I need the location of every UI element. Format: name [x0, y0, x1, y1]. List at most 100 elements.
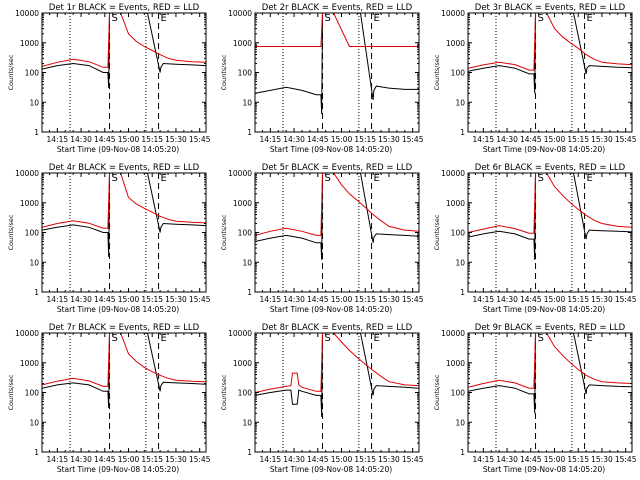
- y-tick-label: 1: [34, 128, 39, 137]
- series-line-lld: [255, 13, 419, 47]
- y-tick-label: 1000: [20, 39, 39, 48]
- series-line-lld: [255, 333, 419, 393]
- plot-frame: [41, 332, 207, 453]
- chart-title: Det 2r BLACK = Events, RED = LLD: [262, 3, 413, 13]
- y-tick-label: 1000: [233, 39, 252, 48]
- x-tick-label: 15:00: [331, 455, 353, 464]
- series-line-lld: [468, 173, 632, 234]
- chart-title: Det 8r BLACK = Events, RED = LLD: [262, 323, 413, 333]
- y-axis-label: Counts/sec: [7, 374, 15, 410]
- series-line-events: [42, 173, 206, 258]
- series-line-lld: [42, 173, 206, 229]
- x-tick-label: 15:30: [591, 135, 613, 144]
- y-axis-label: Counts/sec: [433, 214, 441, 250]
- y-tick-label: 1: [460, 448, 465, 457]
- x-axis-label: Start Time (09-Nov-08 14:05:20): [483, 465, 605, 474]
- y-tick-label: 1: [247, 128, 252, 137]
- y-tick-label: 10: [455, 98, 465, 107]
- x-tick-label: 15:30: [378, 455, 400, 464]
- marker-label-s: S: [325, 13, 331, 24]
- marker-label-e: E: [161, 13, 167, 24]
- y-tick-label: 100: [25, 389, 40, 398]
- chart-title: Det 4r BLACK = Events, RED = LLD: [49, 163, 200, 173]
- marker-label-e: E: [374, 13, 380, 24]
- y-tick-label: 10: [29, 258, 39, 267]
- y-tick-label: 10000: [441, 9, 465, 18]
- marker-label-e: E: [587, 13, 593, 24]
- y-axis-label: Counts/sec: [220, 374, 228, 410]
- y-tick-label: 1: [34, 448, 39, 457]
- x-tick-label: 14:45: [520, 295, 542, 304]
- y-axis-label: Counts/sec: [7, 54, 15, 90]
- x-tick-label: 14:15: [47, 295, 69, 304]
- x-tick-label: 15:15: [354, 295, 376, 304]
- series-line-lld: [42, 333, 206, 387]
- x-axis-label: Start Time (09-Nov-08 14:05:20): [483, 145, 605, 154]
- y-tick-label: 10000: [15, 9, 39, 18]
- series-line-events: [255, 13, 419, 115]
- x-tick-label: 15:15: [567, 295, 589, 304]
- x-tick-label: 15:30: [165, 295, 187, 304]
- x-tick-label: 15:00: [544, 455, 566, 464]
- x-tick-label: 14:45: [307, 455, 329, 464]
- marker-label-s: S: [325, 173, 331, 184]
- plot-frame: [467, 332, 633, 453]
- x-axis-label: Start Time (09-Nov-08 14:05:20): [483, 305, 605, 314]
- y-tick-label: 10000: [228, 9, 252, 18]
- series-group: [468, 13, 632, 132]
- y-tick-label: 10000: [228, 169, 252, 178]
- y-tick-label: 1000: [233, 359, 252, 368]
- y-tick-label: 100: [25, 69, 40, 78]
- chart-title: Det 3r BLACK = Events, RED = LLD: [475, 3, 626, 13]
- x-tick-label: 15:15: [141, 135, 163, 144]
- y-tick-label: 10: [242, 98, 252, 107]
- x-axis-label: Start Time (09-Nov-08 14:05:20): [270, 305, 392, 314]
- x-tick-label: 14:45: [307, 295, 329, 304]
- y-tick-label: 10000: [15, 329, 39, 338]
- x-tick-label: 15:00: [544, 135, 566, 144]
- series-group: [255, 333, 419, 452]
- y-tick-label: 1000: [446, 359, 465, 368]
- series-group: [42, 173, 206, 292]
- x-tick-label: 15:45: [402, 295, 424, 304]
- x-axis-label: Start Time (09-Nov-08 14:05:20): [57, 465, 179, 474]
- x-tick-label: 15:45: [189, 455, 211, 464]
- y-axis-label: Counts/sec: [220, 54, 228, 90]
- y-tick-label: 100: [238, 69, 253, 78]
- y-tick-label: 10000: [228, 329, 252, 338]
- series-line-lld: [255, 173, 419, 236]
- marker-label-s: S: [112, 173, 118, 184]
- y-tick-label: 100: [451, 389, 466, 398]
- series-line-events: [468, 333, 632, 414]
- x-tick-label: 14:15: [47, 135, 69, 144]
- y-tick-label: 100: [238, 229, 253, 238]
- x-tick-label: 14:15: [473, 295, 495, 304]
- marker-label-s: S: [112, 333, 118, 344]
- x-tick-label: 15:45: [402, 135, 424, 144]
- y-axis-label: Counts/sec: [7, 214, 15, 250]
- series-group: [255, 173, 419, 292]
- x-tick-label: 15:30: [591, 295, 613, 304]
- marker-label-e: E: [374, 333, 380, 344]
- y-tick-label: 1: [34, 288, 39, 297]
- x-tick-label: 15:30: [378, 295, 400, 304]
- y-tick-label: 1000: [20, 199, 39, 208]
- series-line-events: [255, 173, 419, 260]
- y-tick-label: 100: [451, 69, 466, 78]
- chart-title: Det 5r BLACK = Events, RED = LLD: [262, 163, 413, 173]
- x-tick-label: 15:15: [567, 455, 589, 464]
- x-tick-label: 15:45: [402, 455, 424, 464]
- marker-label-s: S: [538, 333, 544, 344]
- y-tick-label: 1000: [446, 199, 465, 208]
- plot-frame: [41, 172, 207, 293]
- y-tick-label: 10000: [441, 329, 465, 338]
- y-tick-label: 1: [247, 288, 252, 297]
- x-tick-label: 14:45: [520, 135, 542, 144]
- x-tick-label: 15:45: [189, 135, 211, 144]
- x-tick-label: 14:45: [520, 455, 542, 464]
